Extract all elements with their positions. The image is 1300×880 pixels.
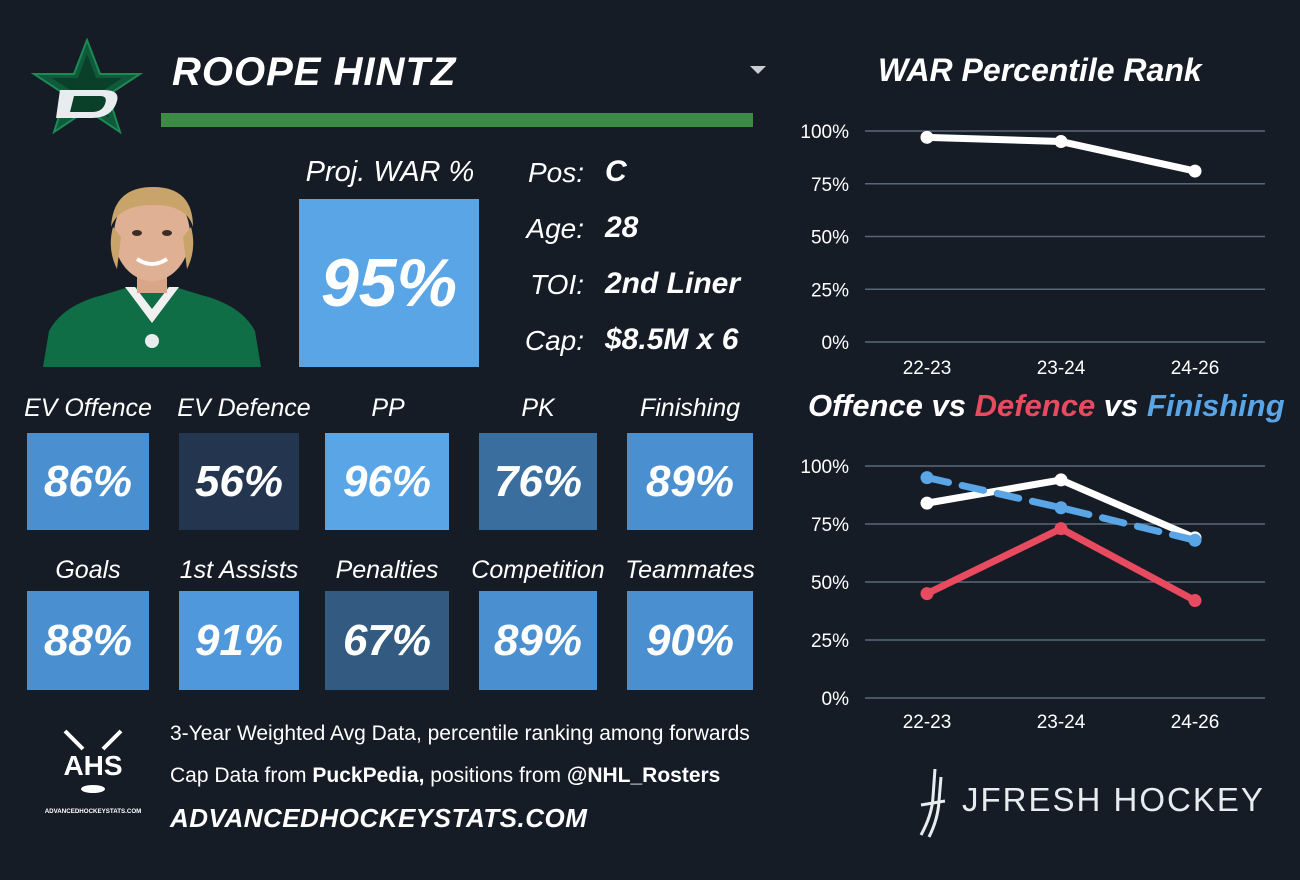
- chart2-y-tick-label: 25%: [811, 631, 849, 652]
- chart2-series-line-defence: [923, 525, 1199, 605]
- chart1-x-tick-label: 24-26: [1171, 358, 1220, 379]
- toi-label: TOI:: [530, 269, 584, 300]
- player-dropdown-chevron-down-icon[interactable]: [750, 66, 766, 74]
- site-url[interactable]: ADVANCEDHOCKEYSTATS.COM: [170, 803, 588, 833]
- player-name: ROOPE HINTZ: [172, 50, 457, 94]
- chart1-x-tick-label: 23-24: [1037, 358, 1086, 379]
- chart2-point-offence: [1054, 473, 1068, 487]
- jfresh-logo-icon: [919, 768, 946, 838]
- tile-ev-offence: 86%: [27, 433, 149, 530]
- chart2-y-tick-label: 0%: [822, 689, 850, 710]
- chart2-x-tick-label: 22-23: [903, 712, 952, 733]
- team-color-bar: [161, 113, 753, 127]
- chart2-point-finishing: [920, 471, 934, 485]
- chart2-point-finishing: [1054, 501, 1068, 515]
- ahs-logo: AHS ADVANCEDHOCKEYSTATS.COM: [45, 729, 142, 815]
- chart2-y-tick-label: 50%: [811, 573, 849, 594]
- tile-competition: 89%: [479, 591, 597, 690]
- proj-war-value: 95%: [299, 199, 479, 367]
- puckpedia-link[interactable]: PuckPedia,: [312, 764, 425, 787]
- chart2-title: Offence vs Defence vs Finishing: [808, 388, 1285, 423]
- chart1-y-tick-label: 0%: [822, 333, 850, 354]
- tile-label-1st-assists: 1st Assists: [179, 556, 299, 584]
- tile-label-teammates: Teammates: [625, 556, 755, 584]
- chart2-point-offence: [920, 496, 934, 510]
- footer-note: 3-Year Weighted Avg Data, percentile ran…: [170, 722, 750, 745]
- tile-1st-assists: 91%: [179, 591, 299, 690]
- chart1-point-war: [920, 130, 934, 144]
- tile-label-penalties: Penalties: [335, 556, 439, 584]
- brand-name: JFRESH HOCKEY: [962, 781, 1265, 818]
- cap-label: Cap:: [524, 325, 584, 356]
- war-percentile-chart: 0% 25% 50% 75% 100% 22-23 23-24 24-26: [800, 122, 1265, 379]
- chart2-point-defence: [1054, 522, 1068, 536]
- tile-teammates: 90%: [627, 591, 753, 690]
- ahs-logo-subtext: ADVANCEDHOCKEYSTATS.COM: [45, 808, 142, 815]
- tile-pk: 76%: [479, 433, 597, 530]
- chart1-y-tick-label: 25%: [811, 280, 849, 301]
- tile-label-pp: PP: [371, 394, 405, 422]
- chart2-y-tick-label: 75%: [811, 515, 849, 536]
- tile-label-finishing: Finishing: [639, 394, 741, 422]
- nhl-rosters-link[interactable]: @NHL_Rosters: [566, 764, 721, 787]
- proj-war-label: Proj. WAR %: [305, 156, 475, 188]
- footer-sources: Cap Data from PuckPedia, positions from …: [170, 764, 721, 787]
- chart2-y-tick-label: 100%: [800, 457, 849, 478]
- age-label: Age:: [526, 213, 584, 244]
- team-logo-star-icon: [30, 38, 144, 134]
- chart2-x-tick-label: 24-26: [1171, 712, 1220, 733]
- chart2-point-finishing: [1188, 533, 1202, 547]
- player-photo: [43, 187, 261, 367]
- toi-value: 2nd Liner: [605, 267, 741, 300]
- chart1-y-tick-label: 100%: [800, 122, 849, 143]
- chart2-point-defence: [1188, 594, 1202, 608]
- age-value: 28: [605, 211, 639, 244]
- chart1-y-tick-label: 75%: [811, 175, 849, 196]
- ahs-logo-text: AHS: [63, 750, 122, 781]
- chart1-point-war: [1188, 164, 1202, 178]
- tile-label-goals: Goals: [55, 556, 121, 584]
- chart1-title: WAR Percentile Rank: [878, 52, 1202, 88]
- chart2-series-line-finishing: [923, 474, 1199, 544]
- tile-label-pk: PK: [521, 394, 555, 422]
- chart2-x-tick-label: 23-24: [1037, 712, 1086, 733]
- cap-value: $8.5M x 6: [605, 323, 739, 356]
- tile-goals: 88%: [27, 591, 149, 690]
- pos-label: Pos:: [527, 157, 584, 188]
- tile-label-ev-defence: EV Defence: [177, 394, 311, 422]
- tile-label-ev-offence: EV Offence: [24, 394, 152, 422]
- pos-value: C: [605, 155, 627, 188]
- tile-penalties: 67%: [325, 591, 449, 690]
- tile-ev-defence: 56%: [179, 433, 299, 530]
- chart1-x-tick-label: 22-23: [903, 358, 952, 379]
- chart1-y-tick-label: 50%: [811, 228, 849, 249]
- chart2-point-defence: [920, 587, 934, 601]
- tile-pp: 96%: [325, 433, 449, 530]
- tile-finishing: 89%: [627, 433, 753, 530]
- chart1-point-war: [1054, 135, 1068, 149]
- offence-defence-finishing-chart: 0% 25% 50% 75% 100% 22-23 23-24 24-26: [800, 457, 1265, 733]
- tile-label-competition: Competition: [471, 556, 605, 584]
